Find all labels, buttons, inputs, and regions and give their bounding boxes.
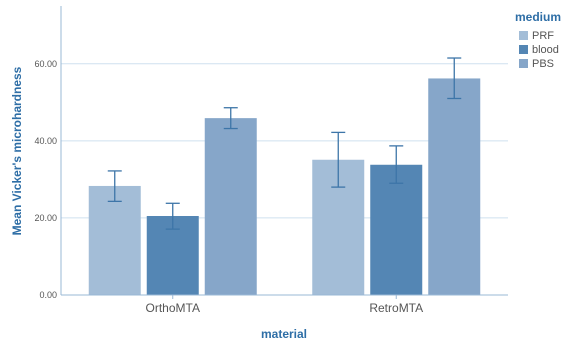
bar-pbs-retromta xyxy=(428,78,481,296)
legend-swatch-blood xyxy=(519,45,528,54)
y-tick-label: 40.00 xyxy=(34,136,57,146)
error-bars xyxy=(107,57,462,230)
y-tick-label: 60.00 xyxy=(34,59,57,69)
bar-pbs-orthomta xyxy=(204,118,257,295)
x-tick-label: RetroMTA xyxy=(369,301,423,315)
y-axis-title: Mean Vicker's microhardness xyxy=(10,66,24,235)
axes xyxy=(60,6,508,299)
legend: medium PRF blood PBS xyxy=(515,10,561,70)
legend-label-blood: blood xyxy=(532,44,559,56)
legend-swatch-pbs xyxy=(519,59,528,68)
bars xyxy=(88,78,481,296)
y-tick-label: 20.00 xyxy=(34,213,57,223)
legend-label-prf: PRF xyxy=(532,30,554,42)
legend-swatch-prf xyxy=(519,31,528,40)
x-axis-title: material xyxy=(261,327,307,341)
x-tick-labels: OrthoMTA RetroMTA xyxy=(146,301,424,315)
bar-prf-orthomta xyxy=(88,185,141,295)
legend-label-pbs: PBS xyxy=(532,58,554,70)
legend-title: medium xyxy=(515,10,561,24)
bar-blood-retromta xyxy=(370,164,423,295)
legend-items: PRF blood PBS xyxy=(519,30,559,70)
y-tick-labels: 0.00 20.00 40.00 60.00 xyxy=(34,59,57,300)
y-tick-label: 0.00 xyxy=(39,290,57,300)
x-tick-label: OrthoMTA xyxy=(146,301,200,315)
